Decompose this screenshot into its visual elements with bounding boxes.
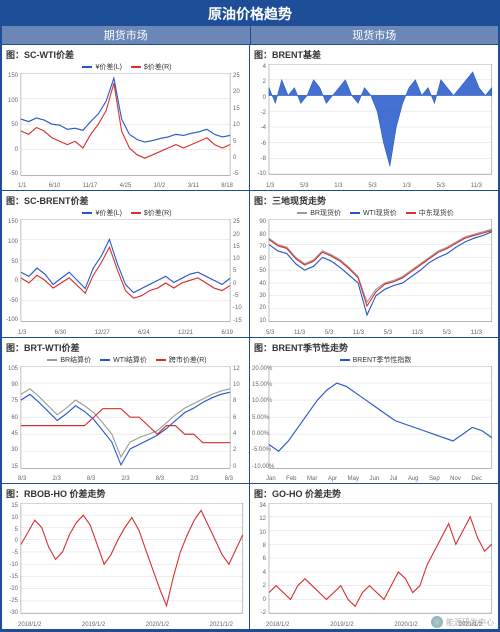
chart-svg: [4, 503, 247, 628]
legend-item: BR结算价: [44, 357, 91, 364]
chart-cell: 图：GO-HO 价差走势34121086420-22018/1/22019/1/…: [250, 484, 498, 630]
subhead-row: 期货市场 现货市场: [2, 26, 498, 45]
chart-svg: [4, 219, 247, 335]
legend-swatch: [297, 212, 307, 214]
legend-swatch: [406, 212, 416, 214]
subhead-left: 期货市场: [2, 26, 251, 44]
chart-grid: 图：SC-WTI价差¥价差(L)$价差(R)150100500-50252015…: [2, 45, 498, 630]
chart-title: 图：BRT-WTI价差: [4, 340, 247, 357]
chart-area: 34121086420-22018/1/22019/1/22020/1/2202…: [252, 503, 496, 628]
chart-title: 图：BRENT季节性走势: [252, 340, 496, 357]
chart-svg: [4, 366, 247, 482]
chart-legend: BR结算价 WTI结算价跨市价差(R): [4, 357, 247, 366]
chart-cell: 图：BRENT基差420-2-4-6-8-101/35/31/35/31/35/…: [250, 45, 498, 191]
legend-item: WTI现货价: [347, 210, 397, 217]
main-title: 原油价格趋势: [2, 2, 498, 26]
legend-swatch: [131, 212, 141, 214]
chart-area: 20.00%15.00%10.00%5.00%0.00%-5.00%-10.00…: [252, 366, 496, 482]
legend-swatch: [156, 359, 166, 361]
chart-area: 150100500-50-1002520151050-5-10-151/36/3…: [4, 219, 247, 335]
legend-swatch: [350, 212, 360, 214]
chart-legend: ¥价差(L) $价差(R): [4, 64, 247, 73]
legend-item: 跨市价差(R): [153, 357, 207, 364]
chart-svg: [252, 366, 496, 482]
chart-cell: 图：BRT-WTI价差BR结算价 WTI结算价跨市价差(R) 10590756045…: [2, 338, 250, 484]
chart-title: 图：BRENT基差: [252, 47, 496, 64]
legend-item: BRENT季节性指数: [337, 357, 412, 364]
subhead-right: 现货市场: [251, 26, 499, 44]
legend-swatch: [131, 66, 141, 68]
chart-title: 图：三地现货走势: [252, 193, 496, 210]
legend-item: $价差(R): [128, 210, 172, 217]
chart-cell: 图：SC-WTI价差¥价差(L) $价差(R) 150100500-50252015…: [2, 45, 250, 191]
legend-swatch: [100, 359, 110, 361]
chart-svg: [252, 219, 496, 335]
legend-swatch: [82, 212, 92, 214]
chart-title: 图：SC-BRENT价差: [4, 193, 247, 210]
chart-title: 图：SC-WTI价差: [4, 47, 247, 64]
chart-legend: BRENT季节性指数: [252, 357, 496, 366]
legend-swatch: [47, 359, 57, 361]
chart-title: 图：GO-HO 价差走势: [252, 486, 496, 503]
legend-swatch: [340, 359, 350, 361]
chart-cell: 图：三地现货走势BR现货价 WTI现货价中东现货价 9080706050403020…: [250, 191, 498, 337]
chart-area: 1059075604530151210864208/32/38/32/38/32…: [4, 366, 247, 482]
legend-item: WTI结算价: [97, 357, 147, 364]
legend-item: ¥价差(L): [79, 210, 121, 217]
chart-svg: [252, 64, 496, 189]
chart-title: 图：RBOB-HO 价差走势: [4, 486, 247, 503]
chart-legend: ¥价差(L) $价差(R): [4, 210, 247, 219]
legend-item: $价差(R): [128, 64, 172, 71]
chart-legend: BR现货价 WTI现货价中东现货价: [252, 210, 496, 219]
chart-area: 9080706050403020105/311/35/311/35/311/35…: [252, 219, 496, 335]
chart-area: 420-2-4-6-8-101/35/31/35/31/35/311/3: [252, 64, 496, 189]
chart-cell: 图：RBOB-HO 价差走势151050-5-10-15-20-25-30201…: [2, 484, 250, 630]
chart-area: 151050-5-10-15-20-25-302018/1/22019/1/22…: [4, 503, 247, 628]
legend-item: 中东现货价: [403, 210, 454, 217]
chart-cell: 图：SC-BRENT价差¥价差(L) $价差(R) 150100500-50-100…: [2, 191, 250, 337]
chart-cell: 图：BRENT季节性走势BRENT季节性指数 20.00%15.00%10.00%…: [250, 338, 498, 484]
chart-svg: [252, 503, 496, 628]
legend-swatch: [82, 66, 92, 68]
chart-area: 150100500-502520151050-51/16/1011/174/25…: [4, 73, 247, 189]
chart-svg: [4, 73, 247, 189]
legend-item: ¥价差(L): [79, 64, 121, 71]
dashboard-frame: 原油价格趋势 期货市场 现货市场 图：SC-WTI价差¥价差(L)$价差(R)1…: [0, 0, 500, 632]
legend-item: BR现货价: [294, 210, 341, 217]
